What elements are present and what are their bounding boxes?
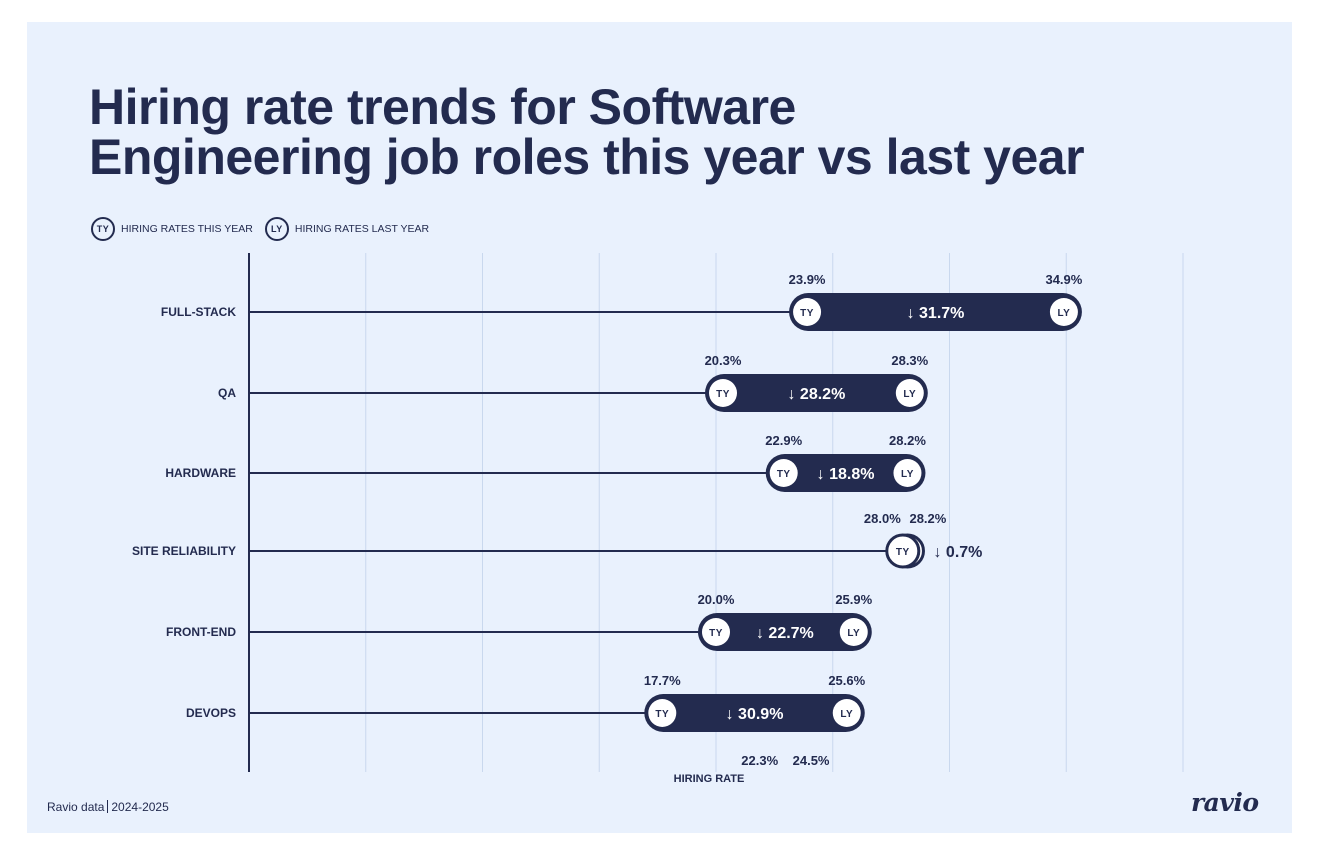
range-pill [698,613,872,651]
ly-marker-label: LY [901,469,914,480]
change-label: ↓ 31.7% [907,305,965,322]
ty-marker [793,298,822,326]
ly-marker-label: LY [847,628,860,639]
ty-value-label: 28.0% [864,511,901,526]
ly-value-label: 28.3% [891,353,928,368]
legend-label-this-year: HIRING RATES THIS YEAR [121,223,253,235]
category-label: FULL-STACK [161,305,236,319]
ty-badge-icon: TY [91,217,115,241]
legend: TY HIRING RATES THIS YEAR LY HIRING RATE… [91,217,433,241]
ty-marker-label: TY [709,628,723,639]
ty-marker [885,533,921,569]
ty-value-label: 17.7% [644,673,681,688]
x-axis-label: HIRING RATE [674,773,745,785]
ty-marker-label: TY [716,389,730,400]
ly-value-label: 25.6% [828,673,865,688]
ly-value-label: 28.2% [909,511,946,526]
ly-marker-label: LY [840,709,853,720]
ty-marker-label: TY [800,308,814,319]
category-label: FRONT-END [166,625,236,639]
ly-marker [832,699,861,727]
change-label: ↓ 0.7% [933,544,982,561]
footer-period: 2024-2025 [111,800,169,814]
chart-title: Hiring rate trends for Software Engineer… [89,82,1239,182]
ty-marker [702,618,730,646]
legend-item-last-year: LY HIRING RATES LAST YEAR [264,217,430,241]
ty-value-label: 23.9% [789,272,826,287]
legend-label-last-year: HIRING RATES LAST YEAR [294,223,430,235]
ly-value-label: 28.2% [889,433,926,448]
ty-value-label: 22.9% [765,433,802,448]
category-label: QA [218,386,236,400]
ly-marker [895,379,924,407]
ly-value-label: 34.9% [1045,272,1082,287]
ty-marker [709,379,738,407]
ty-marker-label: TY [896,547,910,558]
ravio-logo: ravio [1191,788,1259,817]
bottom-annotation-label: 24.5% [793,753,830,768]
range-pill [789,293,1082,331]
title-line-2: Engineering job roles this year vs last … [89,129,1085,185]
category-label: DEVOPS [186,706,236,720]
range-pill [765,454,926,492]
footer-source: Ravio data 2024-2025 [47,800,169,814]
change-label: ↓ 30.9% [726,706,784,723]
change-label: ↓ 28.2% [787,386,845,403]
ty-value-label: 20.3% [705,353,742,368]
footer-source-name: Ravio data [47,800,105,814]
ty-marker [769,459,798,487]
bottom-annotation-label: 22.3% [741,753,778,768]
category-label: HARDWARE [165,466,236,480]
range-pill [705,374,928,412]
ly-marker [893,459,922,487]
ty-marker-label: TY [777,469,791,480]
ty-marker [648,699,677,727]
title-line-1: Hiring rate trends for Software [89,79,796,135]
ly-badge-icon: LY [264,217,289,241]
ly-value-label: 25.9% [835,592,872,607]
legend-item-this-year: TY HIRING RATES THIS YEAR [91,217,253,241]
ty-marker-label: TY [655,709,669,720]
change-label: ↓ 18.8% [817,466,875,483]
ly-marker-label: LY [1057,308,1070,319]
ly-marker-label: LY [903,389,916,400]
ty-value-label: 20.0% [698,592,735,607]
change-label: ↓ 22.7% [756,625,814,642]
range-pill [644,694,865,732]
footer-separator [107,800,109,813]
category-label: SITE RELIABILITY [132,544,236,558]
ly-marker [1049,298,1078,326]
ly-marker [839,618,868,646]
